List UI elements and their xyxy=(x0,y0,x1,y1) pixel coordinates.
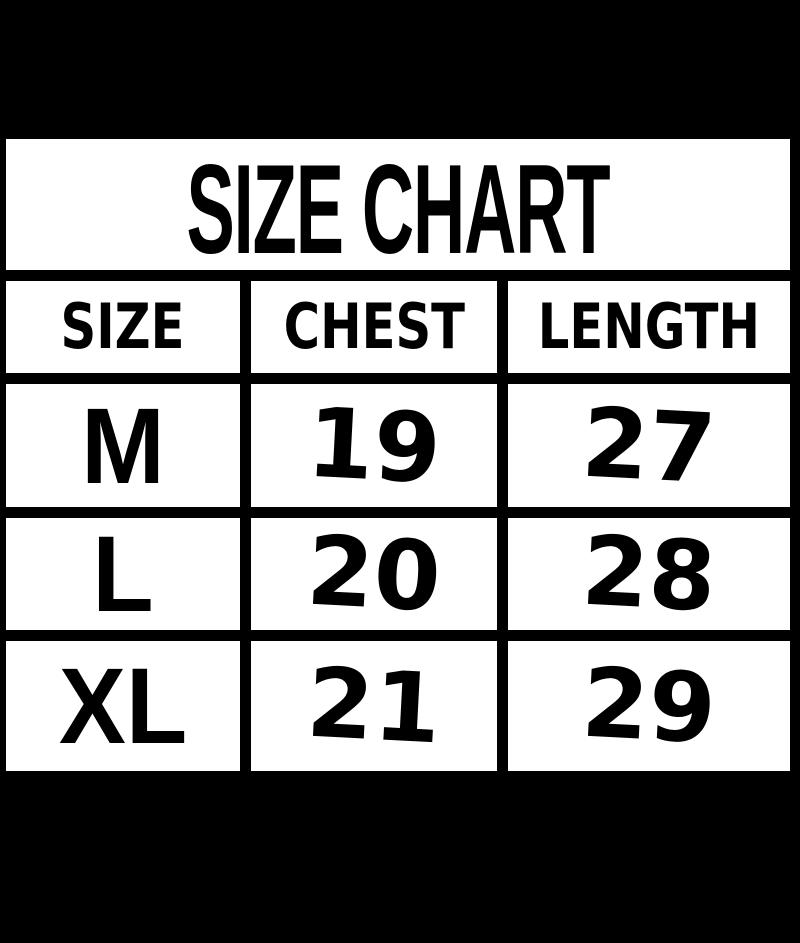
table-row-xl-length-cell: 29 xyxy=(508,641,790,771)
table-row-xl-chest-cell: 21 xyxy=(251,641,497,771)
table-row-l-size-cell: L xyxy=(6,518,240,630)
column-header-chest: CHEST xyxy=(283,290,465,363)
size-value-m: M xyxy=(81,384,165,506)
table-row-l-length-cell: 28 xyxy=(508,518,790,630)
chest-value-xl: 21 xyxy=(304,646,444,766)
page-title: SIZE CHART xyxy=(186,139,611,271)
header-cell-size: SIZE xyxy=(6,281,240,373)
chest-value-m: 19 xyxy=(304,386,444,505)
chest-value-l: 20 xyxy=(304,518,444,630)
column-header-length: LENGTH xyxy=(537,290,761,363)
size-value-l: L xyxy=(92,518,154,630)
length-value-xl: 29 xyxy=(579,646,719,766)
table-row-l-chest-cell: 20 xyxy=(251,518,497,630)
length-value-m: 27 xyxy=(579,386,719,505)
size-value-xl: XL xyxy=(58,645,188,766)
table-row-m-chest-cell: 19 xyxy=(251,384,497,507)
header-cell-chest: CHEST xyxy=(251,281,497,373)
title-cell: SIZE CHART xyxy=(6,139,790,270)
table-row-m-length-cell: 27 xyxy=(508,384,790,507)
table-row-m-size-cell: M xyxy=(6,384,240,507)
length-value-l: 28 xyxy=(579,518,719,630)
size-chart-table: SIZE CHART SIZE CHEST LENGTH M 19 27 L 2… xyxy=(6,139,790,771)
table-row-xl-size-cell: XL xyxy=(6,641,240,771)
column-header-size: SIZE xyxy=(60,290,186,363)
header-cell-length: LENGTH xyxy=(508,281,790,373)
